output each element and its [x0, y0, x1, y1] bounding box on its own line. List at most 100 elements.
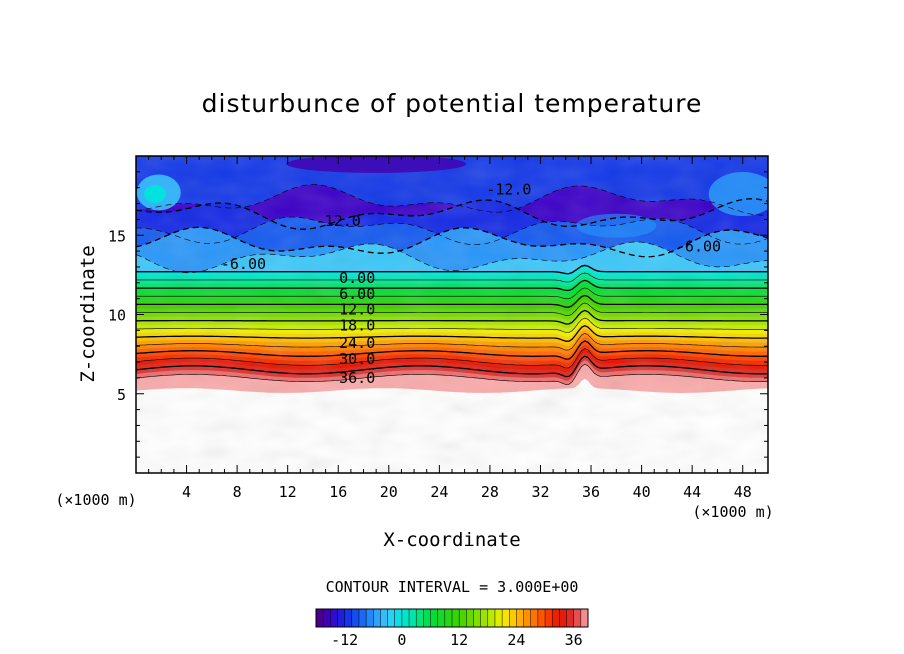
contour-line	[136, 355, 768, 378]
contour-line	[136, 302, 768, 316]
colorbar-tick-label: 12	[450, 631, 468, 649]
colorbar-segment	[480, 609, 489, 627]
contour-label: -12.0	[316, 212, 361, 230]
colorbar-segment	[373, 609, 381, 627]
contour-label: -6.00	[221, 255, 266, 273]
chart-title: disturbunce of potential temperature	[202, 89, 703, 118]
turbulence-patch	[576, 213, 657, 238]
contour-label: 6.00	[339, 285, 375, 303]
colorbar-segment	[323, 609, 331, 627]
turbulence-patch	[708, 172, 768, 217]
colorbar-segment	[380, 609, 388, 627]
contour-line	[136, 317, 768, 333]
colorbar-segment	[559, 609, 567, 627]
turbulence-patch	[286, 156, 467, 173]
colorbar-tick-label: 24	[507, 631, 525, 649]
contour-label: -6.00	[676, 237, 721, 255]
contour-line	[136, 340, 768, 360]
colorbar-segment	[466, 609, 474, 627]
colorbar-segment	[537, 609, 546, 627]
contour-line	[136, 363, 768, 385]
plot-area: -12.0 -12.0 -6.00 -6.00 0.006.0012.018.024.0…	[136, 156, 768, 473]
contour-line	[136, 279, 768, 292]
y-axis-label: Z-coordinate	[77, 245, 99, 382]
colorbar-segment	[409, 609, 417, 627]
contour-line	[136, 332, 768, 351]
colorbar-segment	[502, 609, 510, 627]
x-tick-label: 16	[329, 483, 347, 501]
colorbar-segment	[430, 609, 439, 627]
colorbar-segment	[316, 609, 324, 627]
contour-line	[136, 272, 768, 283]
x-tick-label: 28	[481, 483, 499, 501]
contour-line-negative	[136, 184, 768, 216]
x-tick-label: 4	[182, 483, 191, 501]
colorbar-segment	[437, 609, 446, 627]
colorbar-segment	[530, 609, 539, 627]
x-tick-label: 20	[380, 483, 398, 501]
contour-label: -12.0	[486, 180, 531, 198]
colorbar-segment	[580, 609, 589, 627]
colorbar-segment	[358, 609, 367, 627]
x-tick-label: 48	[734, 483, 752, 501]
contour-label: 24.0	[339, 334, 375, 352]
colorbar-segment	[487, 609, 496, 627]
colorbar-segment	[509, 609, 517, 627]
y-tick-label: 10	[108, 307, 126, 325]
contour-label: 18.0	[339, 317, 375, 335]
colorbar-segment	[401, 609, 410, 627]
x-tick-label: 36	[582, 483, 600, 501]
colorbar-segment	[351, 609, 360, 627]
contour-line	[136, 324, 768, 342]
colorbar-segment	[523, 609, 532, 627]
contour-label: 30.0	[339, 350, 375, 368]
colorbar-segment	[344, 609, 353, 627]
colorbar-segment	[416, 609, 424, 627]
colorbar-tick-label: 36	[565, 631, 583, 649]
contour-line	[136, 294, 768, 308]
x-axis-unit-right: (×1000 m)	[692, 503, 773, 521]
contour-label: 36.0	[339, 369, 375, 387]
contour-line-negative	[136, 216, 768, 245]
contour-line	[136, 348, 768, 369]
colorbar-segment	[452, 609, 460, 627]
colorbar-segment	[566, 609, 575, 627]
colorbar-segment	[545, 609, 553, 627]
colorbar-segment	[573, 609, 582, 627]
contour-lines	[136, 184, 768, 385]
colorbar-segment	[387, 609, 396, 627]
x-tick-label: 44	[683, 483, 701, 501]
x-tick-label: 32	[531, 483, 549, 501]
y-tick-label: 15	[108, 227, 126, 245]
x-tick-label: 40	[633, 483, 651, 501]
contour-line	[136, 309, 768, 325]
colorbar-segment	[459, 609, 467, 627]
contour-line-negative	[136, 198, 768, 230]
colorbar-segment	[552, 609, 560, 627]
upper-turbulence-patches	[136, 156, 768, 238]
colorbar-segment	[394, 609, 403, 627]
texture-overlay	[136, 156, 768, 473]
contour-label: 0.00	[339, 269, 375, 287]
turbulence-patch	[143, 185, 166, 204]
contour-line-negative	[136, 226, 768, 258]
colorbar-tick-label: -12	[331, 631, 358, 649]
x-tick-label: 12	[279, 483, 297, 501]
x-tick-label: 24	[430, 483, 448, 501]
contour-line-zero	[136, 264, 768, 275]
colorbar-segment	[444, 609, 453, 627]
colorbar-segment	[423, 609, 431, 627]
contour-labels: -12.0 -12.0 -6.00 -6.00 0.006.0012.018.024.0…	[221, 180, 721, 387]
x-tick-label: 8	[233, 483, 242, 501]
contour-label: 12.0	[339, 301, 375, 319]
colorbar-tick-label: 0	[397, 631, 406, 649]
colorbar-segment	[516, 609, 524, 627]
colorbar-segment	[330, 609, 338, 627]
contour-interval-text: CONTOUR INTERVAL = 3.000E+00	[326, 578, 579, 596]
x-axis-label: X-coordinate	[383, 529, 520, 551]
x-axis-unit-left: (×1000 m)	[55, 491, 136, 509]
colorbar-segment	[473, 609, 482, 627]
colorbar-segment	[337, 609, 346, 627]
